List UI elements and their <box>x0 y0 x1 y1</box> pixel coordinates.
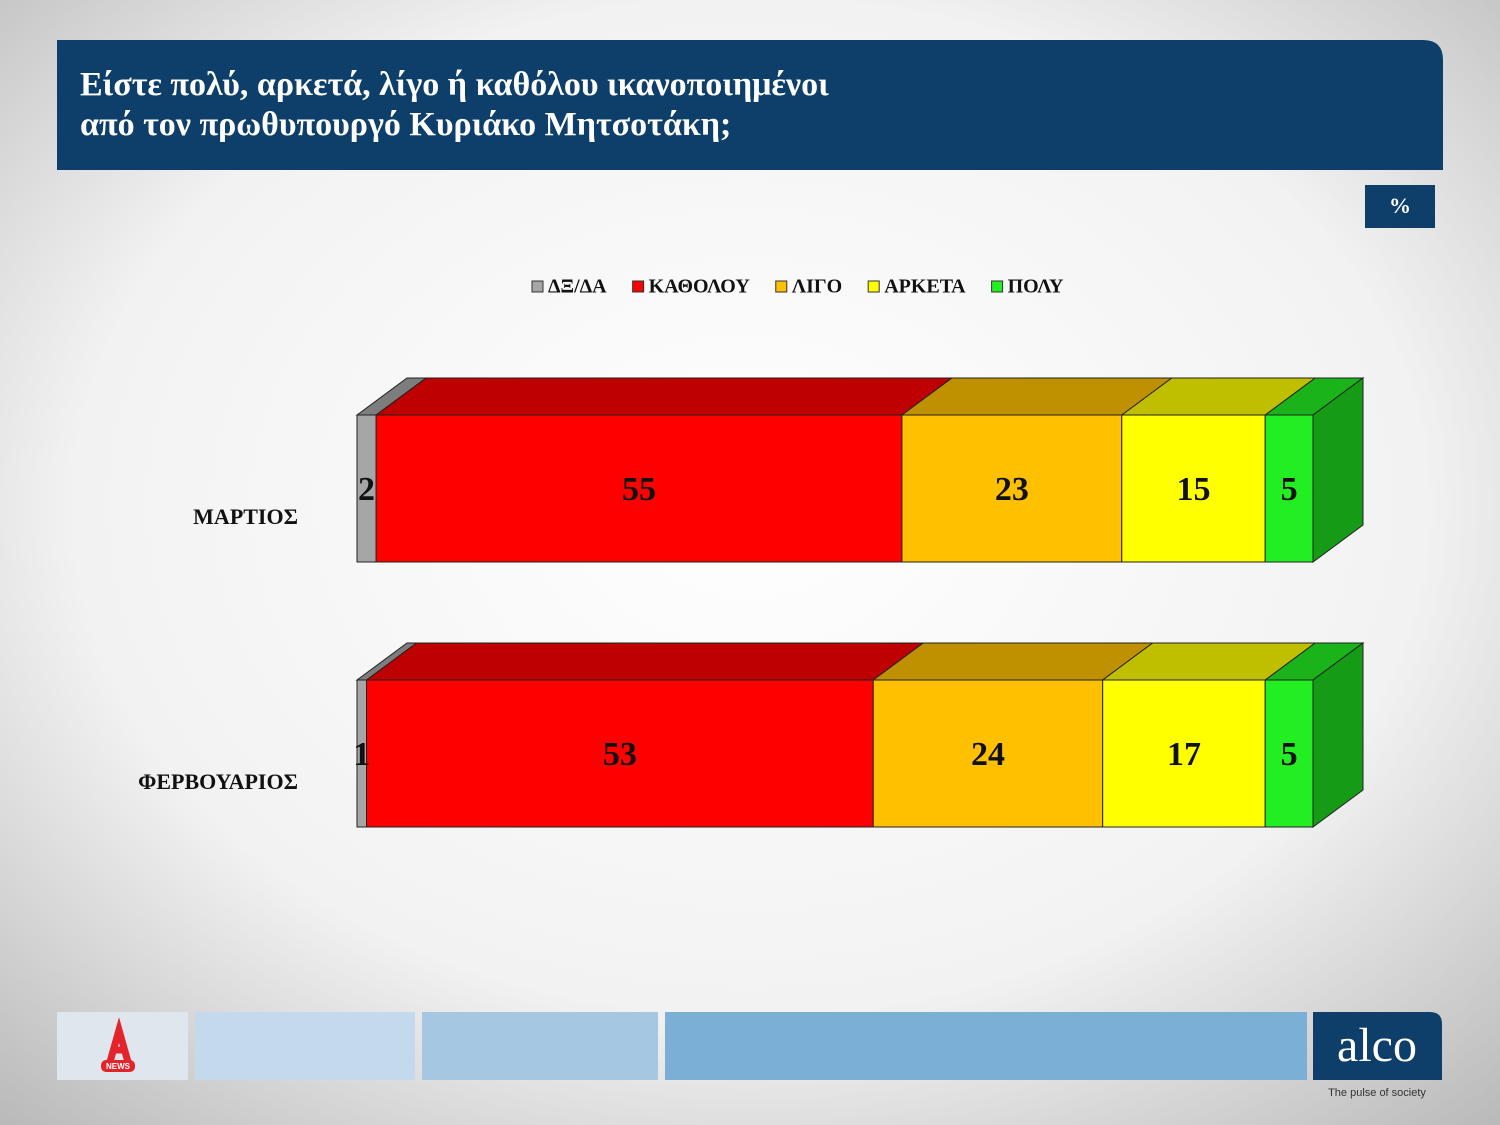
legend-swatch <box>632 280 645 293</box>
news-logo-pill <box>101 1060 135 1072</box>
bar-side-face <box>1312 377 1364 563</box>
bar-segment <box>872 679 1104 828</box>
category-label: ΦΕΡΒΟΥΑΡΙΟΣ <box>138 769 298 794</box>
data-label: 53 <box>603 736 637 773</box>
bar-segment <box>1121 414 1266 563</box>
bar-segment <box>1102 679 1266 828</box>
brand-logo: alco <box>1337 1019 1417 1072</box>
legend-label: ΛΙΓΟ <box>792 276 842 298</box>
legend-label: ΚΑΘΟΛΟΥ <box>649 276 751 298</box>
unit-badge <box>1365 185 1435 228</box>
title-line: Είστε πολύ, αρκετά, λίγο ή καθόλου ικανο… <box>80 66 829 103</box>
data-label: 5 <box>1281 471 1298 508</box>
data-label: 24 <box>971 736 1005 773</box>
bar-segment <box>375 414 903 563</box>
data-label: 55 <box>622 471 656 508</box>
title-line: από τον πρωθυπουργό Κυριάκο Μητσοτάκη; <box>80 106 731 143</box>
brand-tagline: The pulse of society <box>1328 1087 1426 1099</box>
bar-segment <box>901 414 1123 563</box>
legend-swatch <box>867 280 880 293</box>
bar-top-face <box>374 377 954 416</box>
footer-block <box>195 1012 415 1080</box>
data-label: 17 <box>1167 736 1201 773</box>
data-label: 1 <box>353 736 370 773</box>
legend-swatch <box>991 280 1004 293</box>
news-logo-icon <box>106 1017 132 1063</box>
news-logo-text: NEWS <box>106 1062 131 1071</box>
bar-segment <box>1264 679 1314 828</box>
data-label: 15 <box>1177 471 1211 508</box>
legend-label: ΠΟΛΥ <box>1008 276 1064 298</box>
brand-box <box>1313 1012 1442 1080</box>
legend-swatch <box>531 280 544 293</box>
data-label: 2 <box>358 471 375 508</box>
unit-label: % <box>1389 193 1411 218</box>
footer-block <box>665 1012 1307 1080</box>
category-label: ΜΑΡΤΙΟΣ <box>193 504 298 529</box>
footer-block <box>422 1012 658 1080</box>
data-label: 23 <box>995 471 1029 508</box>
bar-side-face <box>1312 642 1364 828</box>
header-band <box>57 40 1443 170</box>
data-label: 5 <box>1281 736 1298 773</box>
legend-label: ΑΡΚΕΤΑ <box>884 276 966 298</box>
legend-label: ΔΞ/ΔΑ <box>548 276 607 298</box>
bar-top-face <box>365 642 925 681</box>
bar-segment <box>366 679 874 828</box>
legend-swatch <box>775 280 788 293</box>
